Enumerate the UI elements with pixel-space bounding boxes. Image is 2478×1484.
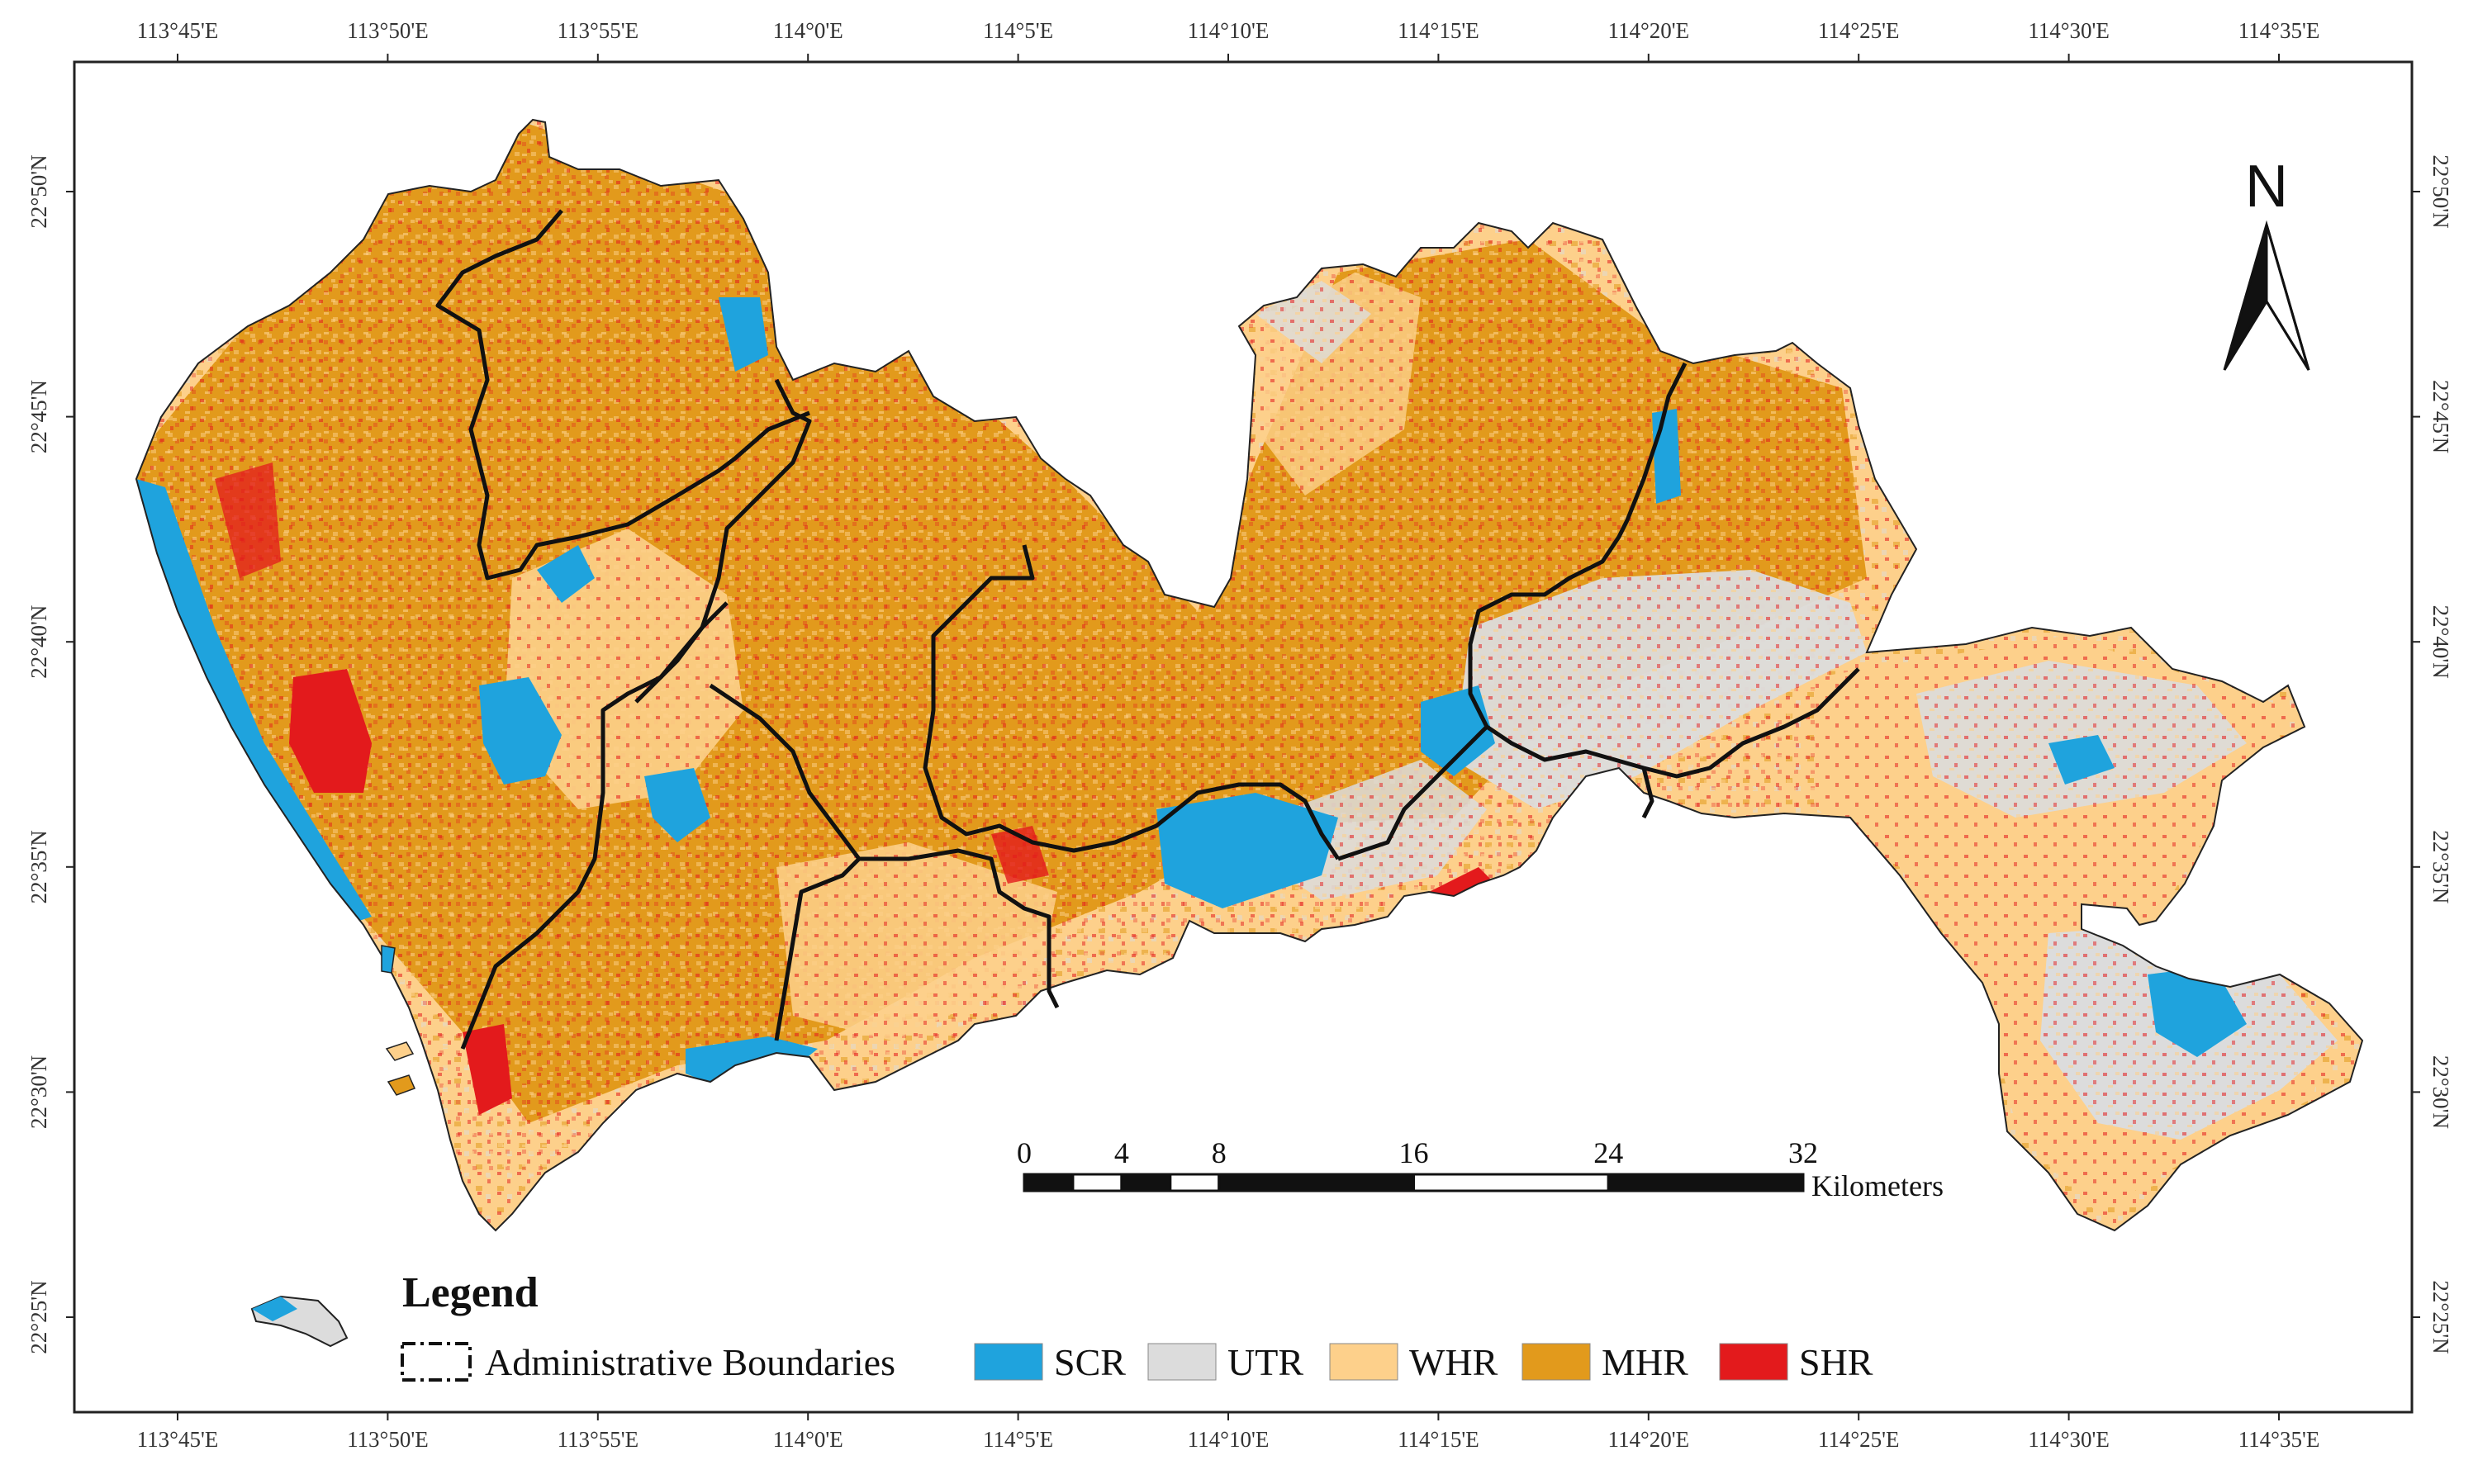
right-lat-label: 22°50'N bbox=[2428, 154, 2453, 228]
scale-tick-label: 16 bbox=[1399, 1136, 1429, 1169]
top-lon-label: 114°30'E bbox=[2028, 18, 2110, 43]
shr-zone-coast-south bbox=[463, 1024, 512, 1115]
shr-zone-central bbox=[991, 826, 1049, 884]
legend-label-scr: SCR bbox=[1054, 1341, 1126, 1383]
bottom-lon-label: 114°25'E bbox=[1818, 1427, 1900, 1452]
legend-swatch-shr bbox=[1719, 1343, 1788, 1381]
bottom-lon-label: 114°30'E bbox=[2028, 1427, 2110, 1452]
scr-reservoir-northeast bbox=[1652, 409, 1681, 504]
left-lat-label: 22°30'N bbox=[26, 1055, 51, 1129]
legend-boundary-swatch bbox=[401, 1342, 472, 1382]
scr-reservoir-kuiyong bbox=[2048, 735, 2115, 785]
boundary-pingshan-dapeng bbox=[1485, 667, 1860, 779]
boundary-dapeng-west bbox=[1641, 767, 1654, 819]
coastline bbox=[135, 118, 2364, 1232]
scr-coastal-strip bbox=[136, 479, 372, 925]
legend: Legend Administrative Boundaries SCR UTR W… bbox=[401, 1269, 1873, 1383]
boundary-baoan-nanshan bbox=[460, 601, 729, 1050]
boundary-futian-luohu bbox=[859, 848, 1060, 1009]
legend-swatch-mhr bbox=[1521, 1343, 1591, 1381]
administrative-boundaries bbox=[435, 209, 1860, 1050]
boundary-guangming-baoan bbox=[435, 209, 810, 581]
top-lon-label: 113°55'E bbox=[557, 18, 638, 43]
bottom-lon-label: 114°10'E bbox=[1188, 1427, 1270, 1452]
bottom-lon-label: 114°0'E bbox=[773, 1427, 843, 1452]
island-small-west-2 bbox=[385, 1041, 415, 1061]
bottom-lon-label: 114°20'E bbox=[1607, 1427, 1689, 1452]
scale-segment bbox=[1023, 1173, 1075, 1192]
scale-unit-label: Kilometers bbox=[1811, 1169, 1944, 1202]
legend-label-mhr: MHR bbox=[1602, 1341, 1688, 1383]
legend-label-utr: UTR bbox=[1227, 1341, 1303, 1383]
north-arrow: N bbox=[2223, 154, 2310, 371]
legend-swatch-scr bbox=[974, 1343, 1043, 1381]
left-lat-label: 22°50'N bbox=[26, 154, 51, 228]
island-small-west-1 bbox=[381, 945, 396, 974]
right-lat-label: 22°30'N bbox=[2428, 1055, 2453, 1129]
top-lon-label: 114°35'E bbox=[2238, 18, 2320, 43]
shr-zone-coast-west bbox=[289, 669, 372, 793]
left-lat-label: 22°25'N bbox=[26, 1280, 51, 1354]
right-lat-label: 22°45'N bbox=[2428, 380, 2453, 453]
scr-reservoir-east bbox=[1156, 793, 1338, 908]
legend-label-shr: SHR bbox=[1799, 1341, 1873, 1383]
scr-reservoir-xili bbox=[644, 768, 710, 842]
legend-swatch-whr bbox=[1329, 1343, 1398, 1381]
top-lon-label: 114°10'E bbox=[1188, 18, 1270, 43]
scr-reservoir-north bbox=[719, 297, 768, 372]
bottom-lon-label: 114°5'E bbox=[983, 1427, 1053, 1452]
legend-title: Legend bbox=[402, 1269, 539, 1316]
bottom-lon-label: 113°50'E bbox=[347, 1427, 429, 1452]
island-neilingding-shore bbox=[252, 1297, 297, 1321]
legend-label-whr: WHR bbox=[1409, 1341, 1498, 1383]
bottom-lon-label: 113°55'E bbox=[557, 1427, 638, 1452]
top-lon-label: 114°20'E bbox=[1607, 18, 1689, 43]
north-label: N bbox=[2245, 154, 2288, 220]
scr-reservoir-guangming bbox=[537, 545, 595, 603]
scr-reservoir-dapeng bbox=[2148, 966, 2247, 1057]
boundary-longgang-west bbox=[923, 544, 1341, 861]
top-lon-label: 113°50'E bbox=[347, 18, 429, 43]
top-lon-label: 113°45'E bbox=[137, 18, 219, 43]
scr-reservoir-shiyan bbox=[479, 677, 562, 785]
shr-zone-west bbox=[215, 462, 281, 578]
scale-segment bbox=[1412, 1173, 1610, 1192]
island-small-west-3 bbox=[387, 1074, 416, 1096]
legend-boundary-label: Administrative Boundaries bbox=[485, 1341, 895, 1383]
right-lat-label: 22°40'N bbox=[2428, 605, 2453, 679]
scale-segment bbox=[1071, 1173, 1123, 1192]
legend-swatch-utr bbox=[1147, 1343, 1217, 1381]
scale-tick-label: 32 bbox=[1788, 1136, 1818, 1169]
right-lat-label: 22°25'N bbox=[2428, 1280, 2453, 1354]
top-lon-label: 114°5'E bbox=[983, 18, 1053, 43]
scale-segment bbox=[1120, 1173, 1172, 1192]
right-lat-label: 22°35'N bbox=[2428, 830, 2453, 903]
left-lat-label: 22°45'N bbox=[26, 380, 51, 453]
bottom-lon-label: 113°45'E bbox=[137, 1427, 219, 1452]
scale-tick-label: 4 bbox=[1114, 1136, 1129, 1169]
left-lat-label: 22°40'N bbox=[26, 605, 51, 679]
top-lon-label: 114°0'E bbox=[773, 18, 843, 43]
legend-classes: SCR UTR WHR MHR SHR bbox=[974, 1341, 1873, 1383]
land-area bbox=[135, 118, 2364, 1348]
scale-segment bbox=[1218, 1173, 1415, 1192]
scale-segment bbox=[1169, 1173, 1221, 1192]
graticule: 113°45'E 113°50'E 113°55'E 114°0'E 114°5'E 11… bbox=[26, 18, 2453, 1452]
top-lon-label: 114°25'E bbox=[1818, 18, 1900, 43]
bottom-lon-label: 114°15'E bbox=[1398, 1427, 1479, 1452]
scale-tick-label: 24 bbox=[1593, 1136, 1623, 1169]
scale-segment bbox=[1607, 1173, 1805, 1192]
scale-tick-label: 8 bbox=[1212, 1136, 1227, 1169]
top-lon-label: 114°15'E bbox=[1398, 18, 1479, 43]
left-lat-label: 22°35'N bbox=[26, 830, 51, 903]
bottom-lon-label: 114°35'E bbox=[2238, 1427, 2320, 1452]
boundary-longgang-yantian bbox=[1337, 362, 1688, 861]
map-frame bbox=[73, 60, 2414, 1414]
scale-tick-label: 0 bbox=[1017, 1136, 1032, 1169]
